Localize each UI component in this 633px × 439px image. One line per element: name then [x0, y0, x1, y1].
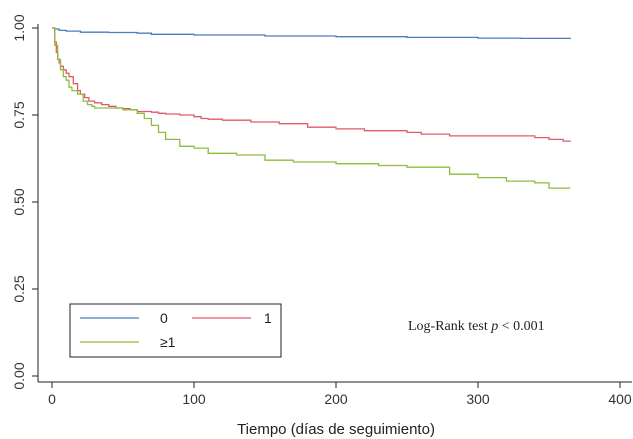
legend-box	[69, 303, 282, 358]
survival-curves	[52, 27, 571, 189]
axes: 0 100 200 300 400 0.00 0.25 0.50 0.75 1.00	[11, 14, 632, 407]
legend-label: ≥1	[160, 334, 176, 350]
x-axis-label: Tiempo (días de seguimiento)	[237, 421, 435, 438]
x-tick-label: 0	[48, 391, 56, 407]
series-line-1	[52, 27, 571, 142]
y-tick-label: 0.00	[11, 362, 27, 389]
legend: 0 1 ≥1	[69, 303, 282, 358]
log-rank-annotation: Log-Rank test p < 0.001	[408, 319, 545, 334]
x-tick-label: 400	[608, 391, 632, 407]
legend-label: 1	[264, 310, 272, 326]
y-tick-label: 1.00	[11, 14, 27, 41]
y-tick-label: 0.50	[11, 188, 27, 215]
series-line-0	[52, 27, 571, 40]
x-tick-label: 100	[182, 391, 206, 407]
series-line-ge1	[52, 27, 571, 189]
legend-label: 0	[160, 310, 168, 326]
x-tick-label: 200	[324, 391, 348, 407]
y-tick-label: 0.75	[11, 101, 27, 128]
x-tick-label: 300	[466, 391, 490, 407]
y-tick-label: 0.25	[11, 275, 27, 302]
